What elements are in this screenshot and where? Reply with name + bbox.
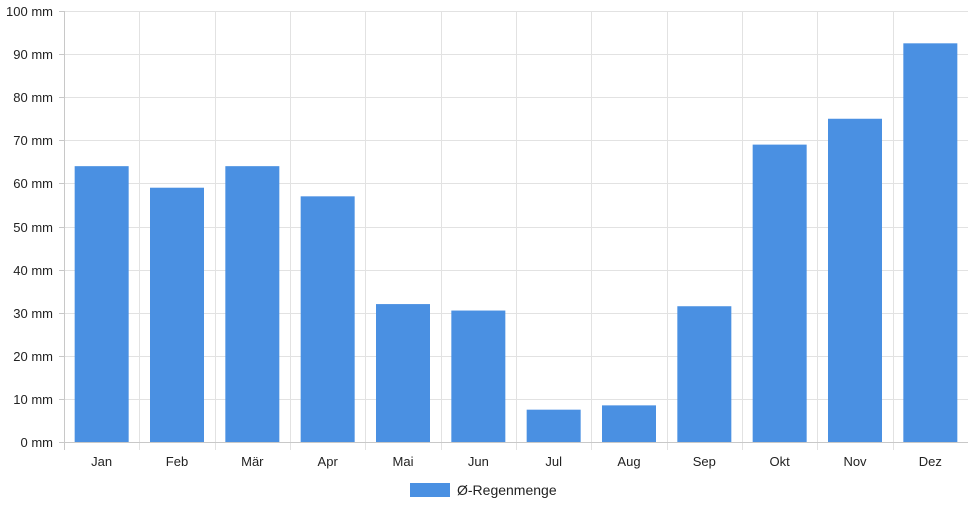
grid-lines	[64, 11, 968, 450]
bar-apr[interactable]	[300, 196, 355, 442]
legend[interactable]: Ø-Regenmenge	[410, 482, 557, 498]
bar-jan[interactable]	[74, 166, 129, 442]
x-tick-label: Mär	[241, 454, 264, 469]
y-tick-label: 10 mm	[13, 392, 53, 407]
bars	[74, 43, 958, 443]
y-tick-label: 30 mm	[13, 306, 53, 321]
x-tick-label: Sep	[693, 454, 716, 469]
y-tick-label: 20 mm	[13, 349, 53, 364]
x-tick-label: Okt	[770, 454, 791, 469]
x-tick-label: Jun	[468, 454, 489, 469]
y-tick-label: 60 mm	[13, 176, 53, 191]
bar-jul[interactable]	[526, 409, 581, 442]
bar-mai[interactable]	[376, 304, 430, 442]
bar-mär[interactable]	[225, 166, 280, 442]
y-tick-label: 100 mm	[6, 4, 53, 19]
x-tick-label: Aug	[617, 454, 640, 469]
y-tick-label: 50 mm	[13, 220, 53, 235]
y-tick-label: 90 mm	[13, 47, 53, 62]
y-tick-label: 70 mm	[13, 133, 53, 148]
x-tick-label: Feb	[166, 454, 188, 469]
bar-dez[interactable]	[903, 43, 958, 442]
legend-label: Ø-Regenmenge	[457, 482, 557, 498]
y-tick-label: 0 mm	[21, 435, 54, 450]
x-tick-label: Dez	[919, 454, 942, 469]
y-axis-ticks: 0 mm 10 mm 20 mm 30 mm 40 mm 50 mm 60 mm 70 mm 8…	[6, 4, 64, 450]
x-tick-label: Jan	[91, 454, 112, 469]
x-tick-label: Mai	[393, 454, 414, 469]
x-tick-label: Jul	[545, 454, 562, 469]
legend-swatch	[410, 483, 450, 497]
x-axis-ticks: Jan Feb Mär Apr Mai Jun Jul Aug Sep Okt Nov Dez	[91, 454, 942, 469]
bar-feb[interactable]	[150, 187, 204, 442]
bar-okt[interactable]	[752, 144, 807, 443]
y-tick-label: 80 mm	[13, 90, 53, 105]
bar-sep[interactable]	[677, 306, 732, 442]
y-tick-label: 40 mm	[13, 263, 53, 278]
bar-nov[interactable]	[828, 118, 882, 442]
bar-aug[interactable]	[602, 405, 656, 442]
axes	[59, 11, 968, 450]
x-tick-label: Apr	[318, 454, 339, 469]
bar-jun[interactable]	[451, 310, 506, 442]
x-tick-label: Nov	[843, 454, 867, 469]
